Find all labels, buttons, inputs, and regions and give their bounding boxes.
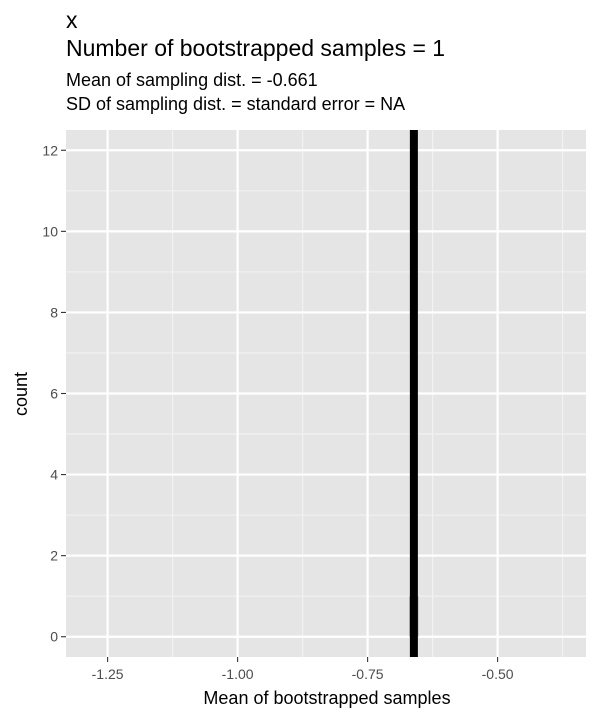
x-tick-label: -1.25 [92,666,124,682]
chart-title-line-1: x [66,7,78,33]
y-tick-label: 10 [42,223,58,239]
y-tick-label: 8 [50,304,58,320]
chart-title-line-2: Number of bootstrapped samples = 1 [66,35,446,61]
chart-subtitle-line-1: Mean of sampling dist. = -0.661 [66,70,318,90]
x-tick-label: -0.50 [482,666,514,682]
x-tick-label: -0.75 [352,666,384,682]
y-tick-label: 0 [50,629,58,645]
y-tick-label: 2 [50,548,58,564]
x-tick-label: -1.00 [222,666,254,682]
chart-subtitle-line-2: SD of sampling dist. = standard error = … [66,94,406,114]
x-axis-title: Mean of bootstrapped samples [203,688,450,708]
y-tick-label: 4 [50,467,58,483]
y-tick-label: 12 [42,142,58,158]
y-tick-label: 6 [50,386,58,402]
chart-title-block: x Number of bootstrapped samples = 1 Mea… [66,6,586,116]
y-axis-title: count [11,372,31,416]
